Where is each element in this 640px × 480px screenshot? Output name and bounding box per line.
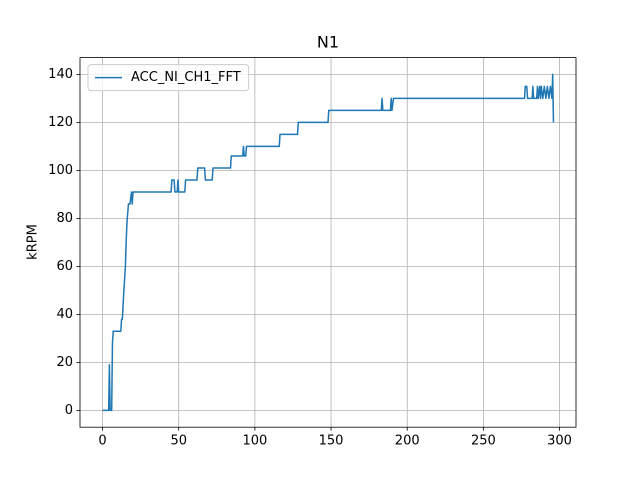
legend-box [87,64,250,92]
x-tick-label: 0 [98,434,106,449]
x-tick-label: 100 [242,434,267,449]
y-tick-label: 40 [56,307,73,322]
y-tick-label: 100 [48,163,73,178]
data-line [102,73,555,412]
plot-frame [79,57,577,428]
y-tick-label: 20 [56,355,73,370]
y-tick-label: 120 [48,115,73,130]
y-tick-label: 60 [56,259,73,274]
x-tick-label: 200 [395,434,420,449]
y-axis-label: kRPM [26,224,41,260]
legend: ACC_NI_CH1_FFT [87,64,250,92]
legend-label: ACC_NI_CH1_FFT [131,70,241,85]
x-tick-label: 250 [471,434,496,449]
chart-title: N1 [317,33,339,52]
y-tick-label: 140 [48,67,73,82]
x-tick-label: 300 [547,434,572,449]
x-tick-label: 150 [319,434,344,449]
y-tick-label: 0 [65,403,73,418]
x-tick-label: 50 [170,434,187,449]
y-tick-label: 80 [56,211,73,226]
